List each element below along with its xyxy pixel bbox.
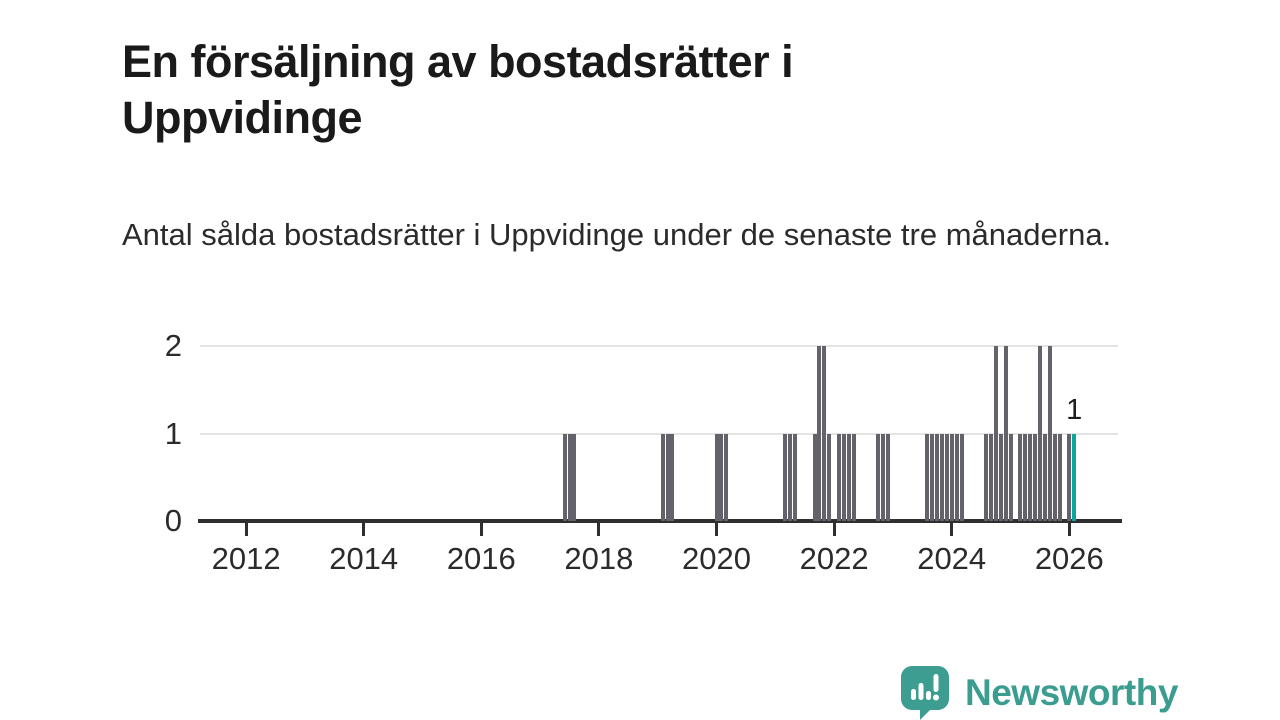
x-tick <box>1067 523 1071 536</box>
chart-bar <box>1067 433 1072 521</box>
chart-bar <box>851 433 856 521</box>
chart-bar <box>886 433 890 521</box>
chart-bar <box>572 433 577 521</box>
chart-bar <box>562 433 567 521</box>
x-tick-label: 2020 <box>682 541 751 576</box>
newsworthy-logo: Newsworthy <box>901 666 1178 720</box>
chart-bar <box>1033 433 1037 521</box>
chart-bar <box>783 433 788 521</box>
chart-bar <box>827 433 832 521</box>
x-tick-label: 2014 <box>329 541 399 576</box>
chart-bar <box>837 433 841 521</box>
y-tick-label: 0 <box>164 503 182 538</box>
chart-bar <box>719 433 724 521</box>
chart-bar <box>714 433 719 521</box>
x-tick-label: 2018 <box>564 541 634 576</box>
x-axis-line <box>198 519 1122 523</box>
x-tick <box>597 523 601 536</box>
x-tick <box>950 523 954 536</box>
page-title: En försäljning av bostadsrätter i Uppvid… <box>122 36 794 144</box>
chart-bar <box>841 433 846 521</box>
gridline <box>200 432 1118 435</box>
chart-bar <box>1003 346 1008 521</box>
highlight-value-label: 1 <box>1066 393 1083 426</box>
chart-bar <box>984 433 988 521</box>
chart-bar <box>998 433 1003 521</box>
chart-bar <box>1008 433 1013 521</box>
chart-bar <box>822 346 827 521</box>
x-tick-label: 2012 <box>211 541 281 576</box>
x-tick-label: 2016 <box>446 541 516 576</box>
x-tick <box>479 523 483 536</box>
gridline <box>200 345 1118 347</box>
chart-bar <box>993 346 998 521</box>
chart-bar <box>665 433 670 521</box>
chart-bar <box>959 433 964 521</box>
chart-bar <box>930 433 935 521</box>
chart-bar <box>881 433 886 521</box>
chart-bar <box>1047 346 1052 521</box>
x-tick-label: 2026 <box>1034 541 1104 576</box>
chart-bar <box>1018 433 1023 521</box>
highlighted-bar <box>1072 433 1077 521</box>
chart-subtitle: Antal sålda bostadsrätter i Uppvidinge u… <box>122 217 1112 252</box>
x-tick <box>362 523 366 536</box>
chart-bar <box>670 433 675 521</box>
x-tick-label: 2024 <box>917 541 987 576</box>
x-tick <box>715 523 718 536</box>
chart-bar <box>988 433 993 521</box>
chart-bar <box>935 433 939 521</box>
y-tick-label: 2 <box>164 328 182 363</box>
chart-bar <box>1057 433 1062 521</box>
chart-bar <box>846 433 851 521</box>
x-tick <box>832 523 836 536</box>
chart-bar <box>660 433 665 521</box>
chart-bar <box>1052 433 1057 521</box>
x-tick-label: 2022 <box>799 541 869 576</box>
chart-bar <box>939 433 944 521</box>
newsworthy-logo-icon <box>901 666 949 720</box>
x-tick <box>244 523 248 536</box>
chart-bar <box>876 433 881 521</box>
chart-bar <box>1028 433 1033 521</box>
chart-bar <box>788 433 792 521</box>
chart-bar <box>1023 433 1028 521</box>
chart-bar <box>1042 433 1047 521</box>
chart-bar <box>954 433 959 521</box>
chart-bar <box>949 433 954 521</box>
chart-bar <box>925 433 930 521</box>
chart-bar <box>817 346 822 521</box>
y-tick-label: 1 <box>164 415 182 451</box>
chart-bar <box>724 433 729 521</box>
newsworthy-logo-text: Newsworthy <box>965 672 1178 713</box>
chart-bar <box>812 433 817 521</box>
chart-bar <box>792 433 797 521</box>
chart-bar <box>944 433 949 521</box>
chart-bar <box>567 433 572 521</box>
chart-bar <box>1037 346 1042 521</box>
